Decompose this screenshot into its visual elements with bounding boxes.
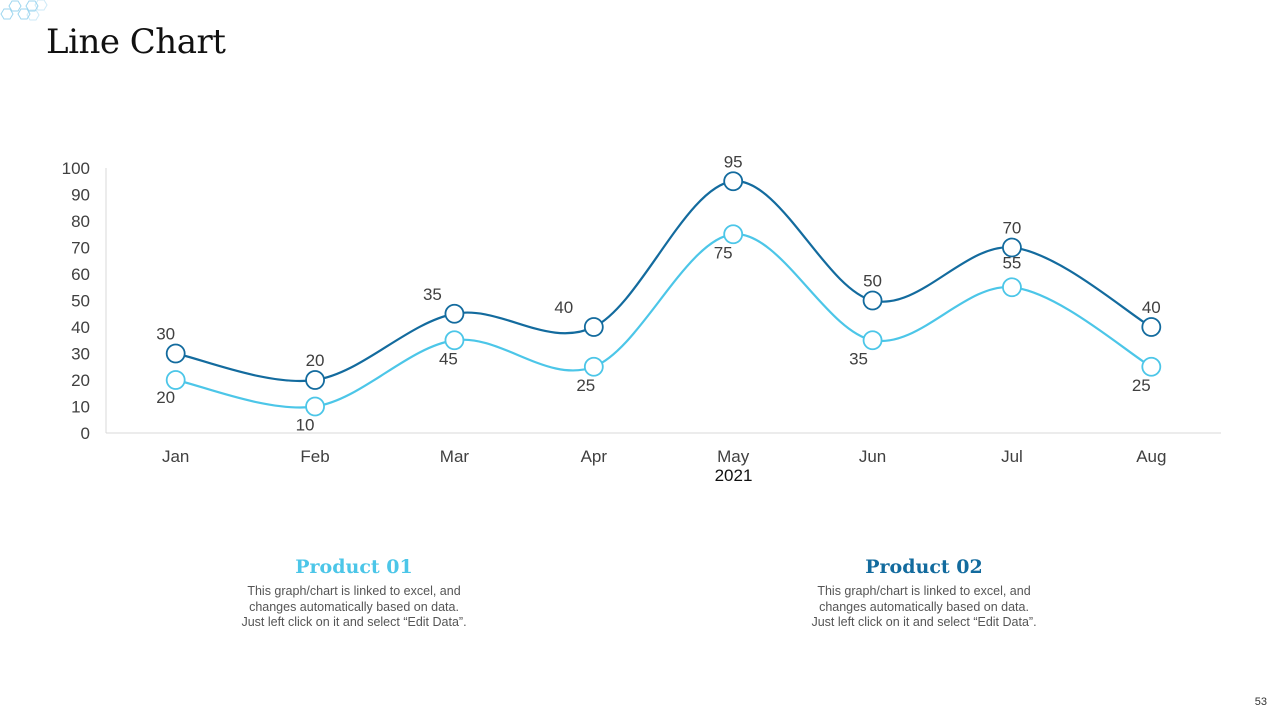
data-point: [723, 171, 744, 192]
legend-description: This graph/chart is linked to excel, and…: [764, 584, 1084, 631]
data-label: 50: [863, 272, 882, 291]
legend-name: Product 01: [295, 556, 413, 578]
x-tick-label: Jul: [1001, 447, 1023, 466]
data-point: [1002, 237, 1022, 258]
data-point: [444, 303, 465, 324]
y-tick-label: 90: [71, 186, 90, 205]
data-label: 30: [156, 325, 175, 344]
data-point: [1002, 277, 1022, 298]
y-tick-label: 80: [71, 212, 90, 231]
data-label: 25: [1132, 376, 1151, 395]
legend-product-02: Product 02 This graph/chart is linked to…: [764, 556, 1084, 631]
data-point: [1141, 356, 1162, 377]
data-point: [862, 290, 883, 311]
description-line: changes automatically based on data.: [249, 599, 459, 614]
x-tick-label: Aug: [1136, 447, 1166, 466]
data-label: 75: [714, 243, 733, 262]
description-line: This graph/chart is linked to excel, and: [247, 584, 461, 598]
x-tick-label: May: [717, 447, 750, 466]
description-line: changes automatically based on data.: [819, 599, 1029, 614]
x-tick-label: Jan: [162, 447, 189, 466]
data-label: 25: [576, 376, 595, 395]
y-tick-label: 60: [71, 265, 90, 284]
y-tick-label: 10: [71, 398, 90, 417]
description-line: Just left click on it and select “Edit D…: [811, 615, 1037, 629]
data-point: [1141, 317, 1162, 337]
data-label: 10: [296, 416, 315, 435]
data-point: [165, 343, 186, 364]
data-label: 20: [156, 388, 175, 407]
data-point: [583, 356, 604, 377]
legend-description: This graph/chart is linked to excel, and…: [194, 584, 514, 631]
hexagon-decoration-icon: [0, 0, 48, 21]
data-point: [165, 370, 186, 390]
data-label: 95: [724, 152, 743, 171]
data-point: [583, 317, 604, 337]
legend-name: Product 02: [865, 556, 983, 578]
y-tick-label: 30: [71, 345, 90, 364]
data-label: 55: [1002, 253, 1021, 272]
y-tick-label: 100: [62, 159, 90, 178]
y-tick-label: 40: [71, 318, 90, 337]
series-line-product-02: [175, 180, 1152, 383]
data-point: [305, 396, 325, 417]
x-tick-label: Jun: [859, 447, 886, 466]
data-label: 40: [1142, 298, 1161, 317]
y-tick-label: 20: [71, 371, 90, 390]
data-label: 70: [1002, 219, 1021, 238]
y-tick-label: 50: [71, 292, 90, 311]
legend-product-01: Product 01 This graph/chart is linked to…: [194, 556, 514, 631]
description-line: This graph/chart is linked to excel, and: [817, 584, 1031, 598]
data-label: 20: [306, 351, 325, 370]
data-point: [862, 330, 883, 351]
x-tick-label: Mar: [440, 447, 470, 466]
description-line: Just left click on it and select “Edit D…: [241, 615, 467, 629]
data-label: 35: [849, 349, 868, 368]
series-line-product-01: [175, 233, 1152, 409]
data-point: [305, 370, 325, 390]
line-chart[interactable]: 0 10 20 30 40 50 60 70 80 90 100 Jan Feb Mar Apr May Jun…: [0, 0, 1280, 500]
data-label: 35: [423, 285, 442, 304]
y-tick-label: 0: [81, 424, 90, 443]
x-axis-title: 2021: [715, 466, 753, 485]
x-tick-label: Apr: [581, 447, 608, 466]
page-number: 53: [1254, 696, 1267, 708]
data-point: [723, 224, 744, 245]
x-tick-label: Feb: [300, 447, 329, 466]
y-tick-label: 70: [71, 239, 90, 258]
data-point: [444, 330, 465, 351]
data-label: 40: [554, 298, 573, 317]
data-label: 45: [439, 349, 458, 368]
page-title: Line Chart: [46, 22, 226, 62]
